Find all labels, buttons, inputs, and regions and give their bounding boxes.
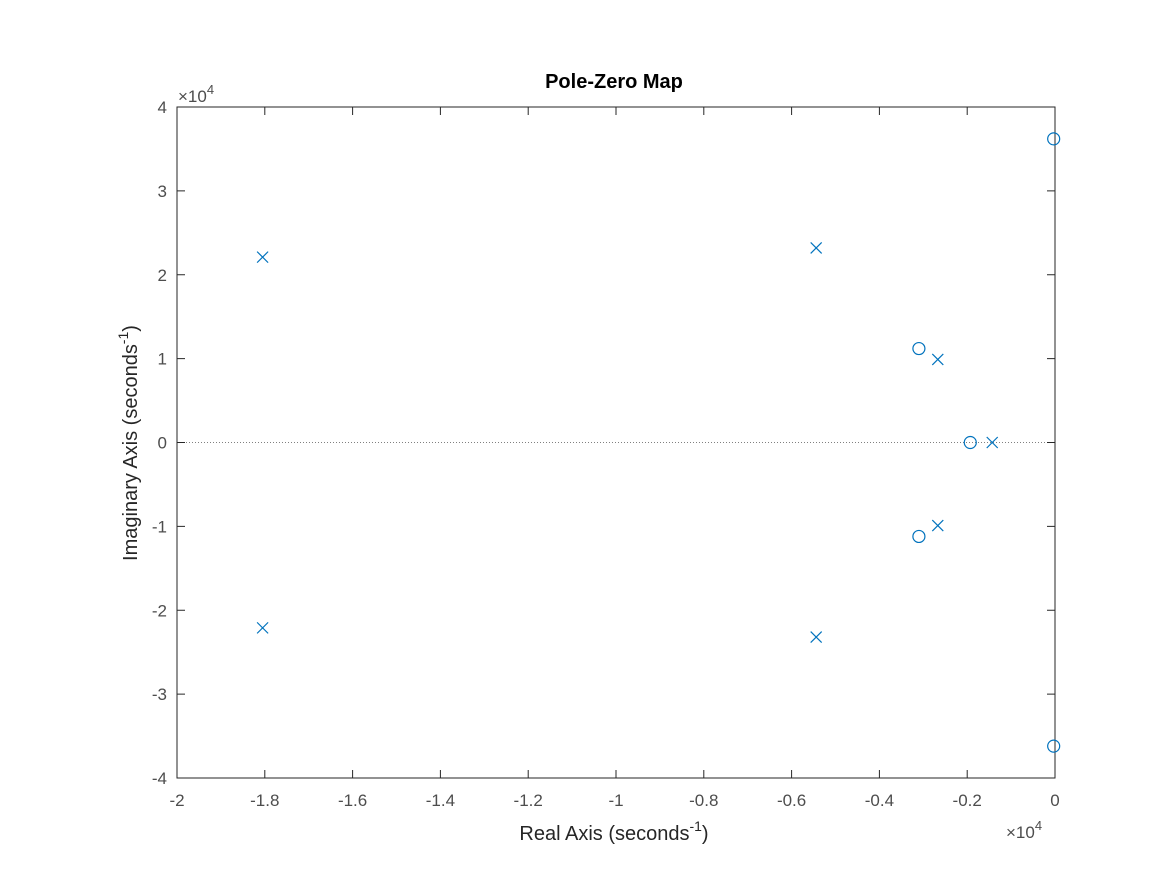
y-tick-label: 1 <box>158 350 167 369</box>
x-tick-label: 0 <box>1050 791 1059 810</box>
x-tick-label: -1.6 <box>338 791 367 810</box>
y-tick-label: 3 <box>158 182 167 201</box>
chart-title: Pole-Zero Map <box>545 71 683 93</box>
zero-marker <box>912 341 926 356</box>
y-multiplier-base: ×10 <box>178 87 207 106</box>
x-axis-label: Real Axis (seconds-1) <box>519 818 708 845</box>
pole-marker <box>810 241 823 254</box>
pole-marker <box>986 436 999 449</box>
x-tick-label: -1 <box>608 791 623 810</box>
zero-marker <box>963 435 977 450</box>
x-tick-label: -0.4 <box>865 791 894 810</box>
y-tick-label: 4 <box>158 98 167 117</box>
x-tick-label: -0.2 <box>953 791 982 810</box>
y-tick-label: -1 <box>152 517 167 536</box>
pole-marker <box>810 631 823 644</box>
zero-marker <box>912 529 926 544</box>
y-axis-label-exponent: -1 <box>115 332 131 345</box>
pole-marker <box>256 621 269 634</box>
markers-layer <box>256 132 1061 753</box>
pole-marker <box>931 519 944 532</box>
x-multiplier-exponent: 4 <box>1035 818 1042 833</box>
y-tick-label: 2 <box>158 266 167 285</box>
x-axis-multiplier: ×104 <box>1006 818 1042 842</box>
x-tick-label: -1.8 <box>250 791 279 810</box>
x-tick-label: -0.8 <box>689 791 718 810</box>
y-multiplier-exponent: 4 <box>207 82 214 97</box>
y-tick-label: 0 <box>158 434 167 453</box>
y-axis-multiplier: ×104 <box>178 82 214 106</box>
x-tick-label: -0.6 <box>777 791 806 810</box>
y-tick-label: -2 <box>152 601 167 620</box>
y-axis-label-text: Imaginary Axis (seconds <box>120 344 142 561</box>
pole-marker <box>931 353 944 366</box>
plot-frame <box>176 106 1056 779</box>
y-axis-label: Imaginary Axis (seconds-1) <box>115 325 142 561</box>
y-tick-label: -3 <box>152 685 167 704</box>
x-tick-label: -2 <box>169 791 184 810</box>
pole-marker <box>256 251 269 264</box>
ticks-layer: -2 -1.8 -1.6 -1.4 -1.2 -1 -0.8 -0.6 -0.4 -0.2 0-4-… <box>152 98 1060 810</box>
zero-marker <box>1047 132 1061 146</box>
x-axis-label-text: Real Axis (seconds <box>519 823 689 845</box>
x-tick-label: -1.4 <box>426 791 455 810</box>
x-tick-label: -1.2 <box>514 791 543 810</box>
x-axis-label-exponent: -1 <box>689 818 702 834</box>
zero-marker <box>1047 739 1061 753</box>
x-multiplier-base: ×10 <box>1006 823 1035 842</box>
y-tick-label: -4 <box>152 769 167 788</box>
